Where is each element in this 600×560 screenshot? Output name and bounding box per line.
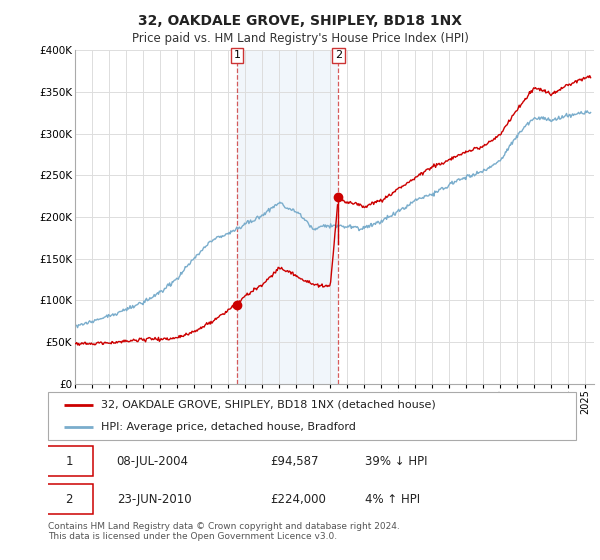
Text: 39% ↓ HPI: 39% ↓ HPI: [365, 455, 427, 468]
Text: 32, OAKDALE GROVE, SHIPLEY, BD18 1NX (detached house): 32, OAKDALE GROVE, SHIPLEY, BD18 1NX (de…: [101, 400, 436, 410]
Text: £94,587: £94,587: [270, 455, 318, 468]
Text: 2: 2: [335, 50, 342, 60]
Text: 1: 1: [233, 50, 241, 60]
Text: HPI: Average price, detached house, Bradford: HPI: Average price, detached house, Brad…: [101, 422, 356, 432]
FancyBboxPatch shape: [46, 446, 93, 477]
Text: 32, OAKDALE GROVE, SHIPLEY, BD18 1NX: 32, OAKDALE GROVE, SHIPLEY, BD18 1NX: [138, 14, 462, 28]
FancyBboxPatch shape: [46, 484, 93, 514]
Text: 4% ↑ HPI: 4% ↑ HPI: [365, 493, 420, 506]
FancyBboxPatch shape: [48, 392, 576, 440]
Text: 1: 1: [65, 455, 73, 468]
Text: Price paid vs. HM Land Registry's House Price Index (HPI): Price paid vs. HM Land Registry's House …: [131, 32, 469, 45]
Bar: [237, 50, 338, 384]
Text: 2: 2: [65, 493, 73, 506]
Text: Contains HM Land Registry data © Crown copyright and database right 2024.
This d: Contains HM Land Registry data © Crown c…: [48, 522, 400, 542]
Text: 23-JUN-2010: 23-JUN-2010: [116, 493, 191, 506]
Text: 08-JUL-2004: 08-JUL-2004: [116, 455, 188, 468]
Text: £224,000: £224,000: [270, 493, 326, 506]
